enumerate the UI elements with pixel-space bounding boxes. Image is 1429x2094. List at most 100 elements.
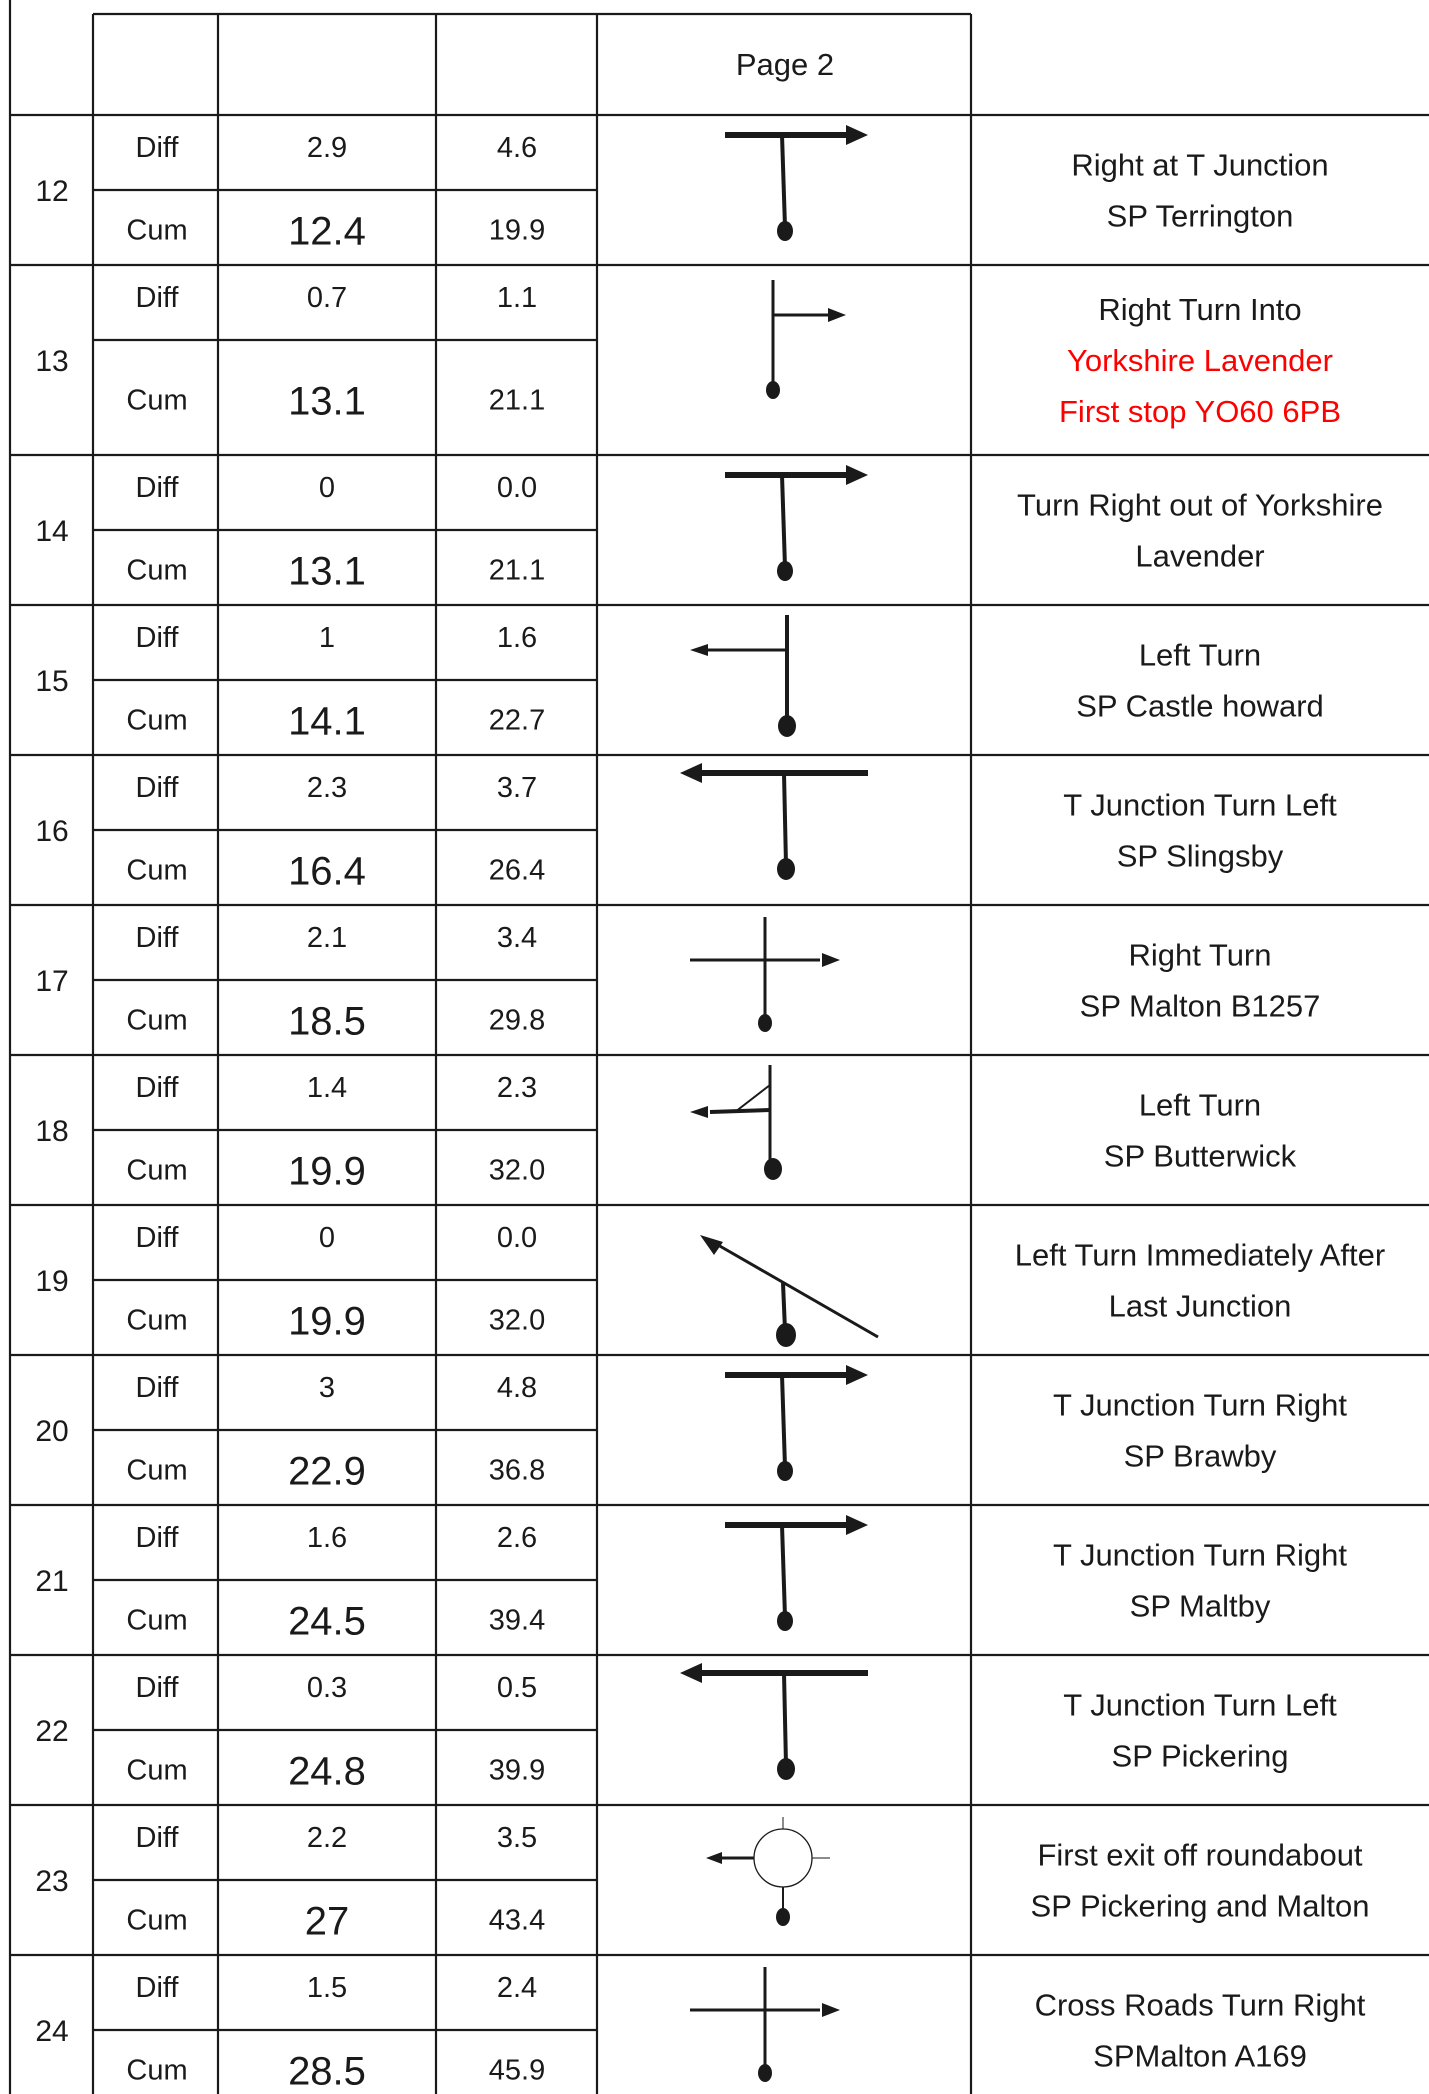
diff-label: Diff	[136, 282, 180, 314]
diff-label: Diff	[136, 622, 180, 654]
cum-label: Cum	[126, 2055, 187, 2087]
cum-miles: 19.9	[288, 1150, 366, 1194]
cum-miles: 12.4	[288, 210, 366, 254]
table-row: 14 Diff Cum 0 13.1 0.0 21.1 Turn Right out of Y…	[35, 465, 1383, 594]
diff-km: 1.6	[497, 622, 537, 654]
diff-km: 4.6	[497, 132, 537, 164]
cum-km: 29.8	[489, 1005, 545, 1037]
crossroads-right-icon	[690, 917, 840, 1032]
cum-km: 39.4	[489, 1605, 545, 1637]
cum-km: 32.0	[489, 1155, 545, 1187]
cum-miles: 24.8	[288, 1750, 366, 1794]
cum-km: 45.9	[489, 2055, 545, 2087]
instruction-line: Right Turn	[1128, 938, 1271, 973]
cum-label: Cum	[126, 1455, 187, 1487]
diff-km: 2.6	[497, 1522, 537, 1554]
t-junction-left-icon	[680, 763, 868, 880]
instruction-line: T Junction Turn Left	[1063, 788, 1337, 823]
table-row: 18 Diff Cum 1.4 19.9 2.3 32.0 Left Turn SP Butte…	[35, 1065, 1297, 1194]
left-turn-icon	[690, 615, 796, 737]
t-junction-right-icon	[725, 1515, 868, 1631]
instruction-line: Turn Right out of Yorkshire	[1017, 488, 1383, 523]
diff-miles: 2.1	[307, 922, 347, 954]
diff-miles: 1.5	[307, 1972, 347, 2004]
diff-label: Diff	[136, 1222, 180, 1254]
cum-miles: 22.9	[288, 1450, 366, 1494]
cum-label: Cum	[126, 855, 187, 887]
instruction-line: Left Turn	[1139, 638, 1261, 673]
t-junction-left-icon	[680, 1663, 868, 1780]
instruction-line: Lavender	[1135, 539, 1264, 574]
cum-km: 19.9	[489, 215, 545, 247]
diff-km: 2.3	[497, 1072, 537, 1104]
table-row: 23 Diff Cum 2.2 27 3.5 43.4 First exit off roun…	[35, 1817, 1369, 1944]
instruction-line: Last Junction	[1109, 1289, 1292, 1324]
cum-km: 36.8	[489, 1455, 545, 1487]
table-row: 24 Diff Cum 1.5 28.5 2.4 45.9 Cross Roads Turn …	[35, 1967, 1366, 2094]
instruction-line: T Junction Turn Right	[1053, 1538, 1347, 1573]
diff-label: Diff	[136, 1372, 180, 1404]
diff-label: Diff	[136, 1072, 180, 1104]
cum-miles: 18.5	[288, 1000, 366, 1044]
instruction-line: SP Terrington	[1107, 199, 1294, 234]
cum-label: Cum	[126, 1155, 187, 1187]
instruction-line: First stop YO60 6PB	[1059, 394, 1341, 429]
cum-km: 21.1	[489, 555, 545, 587]
table-row: 17 Diff Cum 2.1 18.5 3.4 29.8 Right Turn SP Malt…	[35, 917, 1320, 1044]
waypoint-number: 24	[35, 2015, 68, 2048]
cum-km: 21.1	[489, 385, 545, 417]
table-row: 12 Diff Cum 2.9 12.4 4.6 19.9 Right at T Juncti…	[35, 125, 1329, 254]
diff-miles: 2.2	[307, 1822, 347, 1854]
diff-km: 0.0	[497, 472, 537, 504]
table-row: 16 Diff Cum 2.3 16.4 3.7 26.4 T Junction Turn L…	[35, 763, 1337, 894]
diff-km: 3.5	[497, 1822, 537, 1854]
instruction-line: First exit off roundabout	[1037, 1838, 1362, 1873]
cum-miles: 27	[305, 1900, 350, 1944]
instruction-line: SP Pickering	[1112, 1739, 1289, 1774]
roundabout-first-exit-icon	[706, 1817, 830, 1926]
cum-km: 26.4	[489, 855, 545, 887]
diff-miles: 1	[319, 622, 335, 654]
t-junction-right-icon	[725, 465, 868, 581]
diff-label: Diff	[136, 132, 180, 164]
cum-miles: 16.4	[288, 850, 366, 894]
waypoint-number: 16	[35, 815, 68, 848]
instruction-line: SP Brawby	[1124, 1439, 1277, 1474]
cum-miles: 24.5	[288, 1600, 366, 1644]
waypoint-number: 23	[35, 1865, 68, 1898]
table-row: 21 Diff Cum 1.6 24.5 2.6 39.4 T Junction Turn R…	[35, 1515, 1347, 1644]
diff-label: Diff	[136, 472, 180, 504]
crossroads-right-icon	[690, 1967, 840, 2082]
diff-label: Diff	[136, 922, 180, 954]
diagonal-left-icon	[700, 1235, 879, 1347]
diff-label: Diff	[136, 772, 180, 804]
instruction-line: Left Turn	[1139, 1088, 1261, 1123]
diff-miles: 2.9	[307, 132, 347, 164]
instruction-line: SP Pickering and Malton	[1031, 1889, 1370, 1924]
diff-km: 1.1	[497, 282, 537, 314]
waypoint-number: 14	[35, 515, 68, 548]
diff-label: Diff	[136, 1672, 180, 1704]
diff-label: Diff	[136, 1822, 180, 1854]
cum-miles: 14.1	[288, 700, 366, 744]
diff-miles: 3	[319, 1372, 335, 1404]
waypoint-number: 13	[35, 345, 68, 378]
cum-label: Cum	[126, 1605, 187, 1637]
cum-label: Cum	[126, 1905, 187, 1937]
instruction-line: Left Turn Immediately After	[1015, 1238, 1385, 1273]
instruction-line: SPMalton A169	[1093, 2039, 1307, 2074]
diff-km: 3.7	[497, 772, 537, 804]
cum-km: 43.4	[489, 1905, 545, 1937]
instruction-line: T Junction Turn Right	[1053, 1388, 1347, 1423]
table-row: 15 Diff Cum 1 14.1 1.6 22.7 Left Turn SP Castle …	[35, 615, 1324, 744]
instruction-line: SP Malton B1257	[1080, 989, 1321, 1024]
cum-km: 39.9	[489, 1755, 545, 1787]
waypoint-number: 20	[35, 1415, 68, 1448]
cum-label: Cum	[126, 215, 187, 247]
instruction-line: Right at T Junction	[1071, 148, 1328, 183]
table-row: 22 Diff Cum 0.3 24.8 0.5 39.9 T Junction Turn L…	[35, 1663, 1337, 1794]
instruction-line: Right Turn Into	[1098, 292, 1301, 327]
instruction-line: T Junction Turn Left	[1063, 1688, 1337, 1723]
instruction-line: SP Slingsby	[1117, 839, 1284, 874]
diff-km: 0.5	[497, 1672, 537, 1704]
